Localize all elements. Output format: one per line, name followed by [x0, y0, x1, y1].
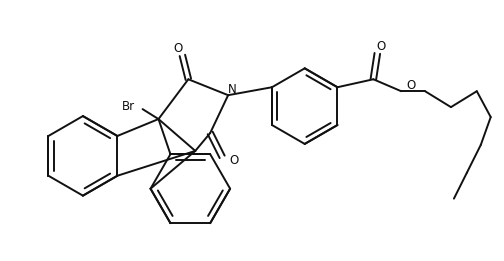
Text: Br: Br — [122, 100, 135, 113]
Text: O: O — [376, 40, 386, 53]
Text: N: N — [228, 83, 236, 96]
Text: O: O — [174, 42, 183, 55]
Text: O: O — [229, 154, 239, 167]
Text: O: O — [407, 79, 416, 92]
